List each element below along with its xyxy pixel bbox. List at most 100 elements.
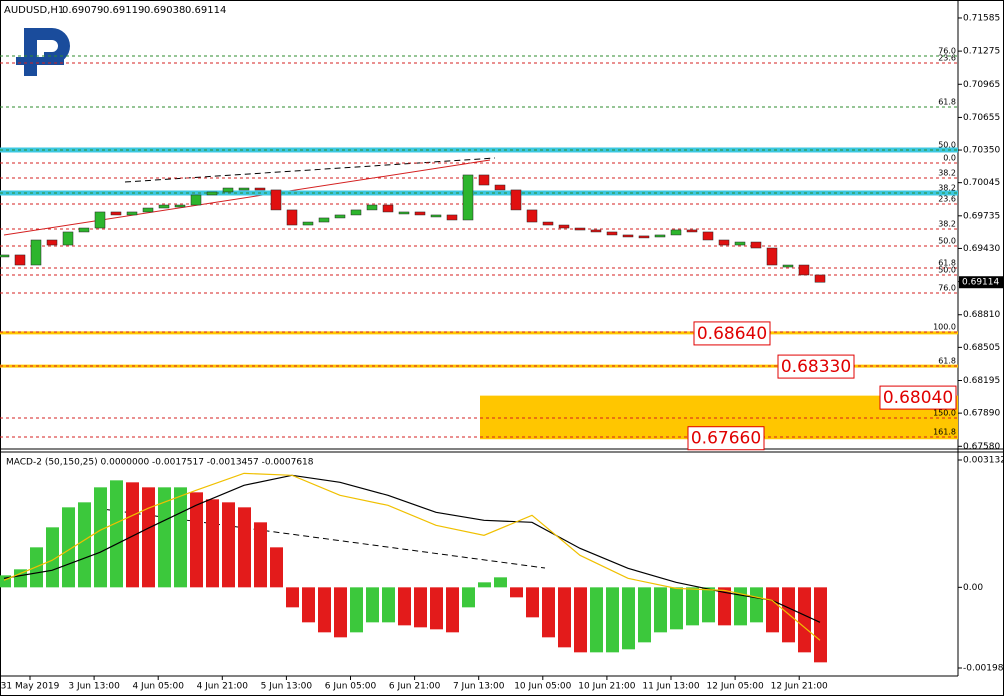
macd-bar [62, 507, 75, 588]
y-tick-label: 0.70350 [963, 146, 1000, 156]
x-tick-label: 11 Jun 13:00 [642, 682, 699, 692]
symbol: AUDUSD,H1 [4, 5, 64, 16]
candle [414, 211, 426, 216]
x-tick-label: 6 Jun 05:00 [325, 682, 377, 692]
macd-bar [46, 527, 59, 588]
fib-label: 38.2 [938, 219, 956, 228]
candle [622, 234, 634, 238]
candle [638, 235, 650, 239]
fib-label: 150.0 [933, 408, 956, 417]
macd-bar [302, 587, 315, 623]
candle [462, 174, 474, 221]
macd-bar [286, 587, 299, 608]
macd-bar [702, 587, 715, 623]
macd-bar [654, 587, 667, 633]
candle [334, 214, 346, 219]
candle [398, 211, 410, 215]
macd-bar [734, 587, 747, 626]
macd-title: MACD-2 (50,150,25) 0.0000000 -0.0017517 … [6, 458, 314, 468]
ohlc-value: 0.69038 [144, 5, 185, 16]
ohlc-value: 0.69114 [185, 5, 226, 16]
candle [526, 209, 538, 223]
fib-label: 38.2 [938, 184, 956, 193]
macd-bar [446, 587, 459, 633]
y-tick-label: 0.69430 [963, 244, 1000, 254]
macd-bar [158, 487, 171, 588]
macd-bar [510, 587, 523, 598]
target-box [777, 354, 855, 379]
target-label: 0.68640 [697, 324, 767, 344]
macd-bar [334, 587, 347, 638]
candle [366, 204, 378, 211]
candle [686, 229, 698, 233]
candle [30, 239, 42, 266]
macd-bar [222, 502, 235, 588]
candle [510, 189, 522, 211]
candle [718, 239, 730, 246]
candle [46, 239, 58, 246]
logo-bar [16, 57, 64, 65]
candle [446, 214, 458, 221]
macd-bar [142, 487, 155, 588]
y-tick-label: 0.69735 [963, 211, 1000, 221]
x-tick-label: 31 May 2019 [1, 682, 60, 692]
macd-y-tick-label: 0.0031325 [963, 455, 1004, 465]
macd-bar [670, 587, 683, 630]
candle [110, 211, 122, 216]
macd-bar [110, 480, 123, 588]
x-tick-label: 3 Jun 13:00 [68, 682, 120, 692]
macd-bar [206, 499, 219, 588]
macd-bar [638, 587, 651, 643]
macd-bar [798, 587, 811, 653]
ohlc-value: 0.69079 [62, 5, 103, 16]
candle [654, 234, 666, 238]
y-tick-label: 0.68195 [963, 376, 1000, 386]
y-tick-label: 0.71585 [963, 13, 1000, 23]
candle [766, 247, 778, 266]
trend-line [3, 159, 491, 236]
macd-bar [14, 569, 27, 588]
macd-bar [750, 587, 763, 623]
target-label: 0.68040 [883, 388, 953, 408]
candle [94, 211, 106, 229]
x-tick-label: 10 Jun 21:00 [578, 682, 635, 692]
macd-bar [526, 587, 539, 618]
macd-bar [0, 575, 11, 588]
macd-line [3, 472, 821, 641]
candle [494, 184, 506, 191]
candle [350, 209, 362, 216]
candle [702, 231, 714, 241]
target-box [687, 426, 765, 451]
logo [16, 28, 70, 76]
candle [302, 221, 314, 226]
candle [382, 204, 394, 213]
macd-bar [350, 587, 363, 633]
candle [62, 231, 74, 246]
y-tick-label: 0.70655 [963, 113, 1000, 123]
candle [142, 207, 154, 213]
candle [318, 217, 330, 223]
candle [286, 209, 298, 226]
fib-label: 161.8 [933, 427, 956, 436]
candle [606, 231, 618, 236]
fib-label: 23.6 [938, 53, 956, 62]
candle [558, 224, 570, 229]
y-tick-label: 0.67580 [963, 442, 1000, 452]
macd-bar [718, 587, 731, 626]
macd-bar [78, 502, 91, 588]
x-tick-label: 7 Jun 13:00 [453, 682, 505, 692]
macd-bar [398, 587, 411, 626]
x-tick-label: 6 Jun 21:00 [389, 682, 441, 692]
candle [734, 241, 746, 246]
x-tick-label: 4 Jun 05:00 [132, 682, 184, 692]
macd-bar [558, 587, 571, 648]
fib-label: 38.2 [938, 168, 956, 177]
macd-bar [94, 487, 107, 588]
candle [670, 229, 682, 236]
macd-bar [590, 587, 603, 653]
macd-bar [238, 507, 251, 588]
x-tick-label: 12 Jun 21:00 [771, 682, 828, 692]
